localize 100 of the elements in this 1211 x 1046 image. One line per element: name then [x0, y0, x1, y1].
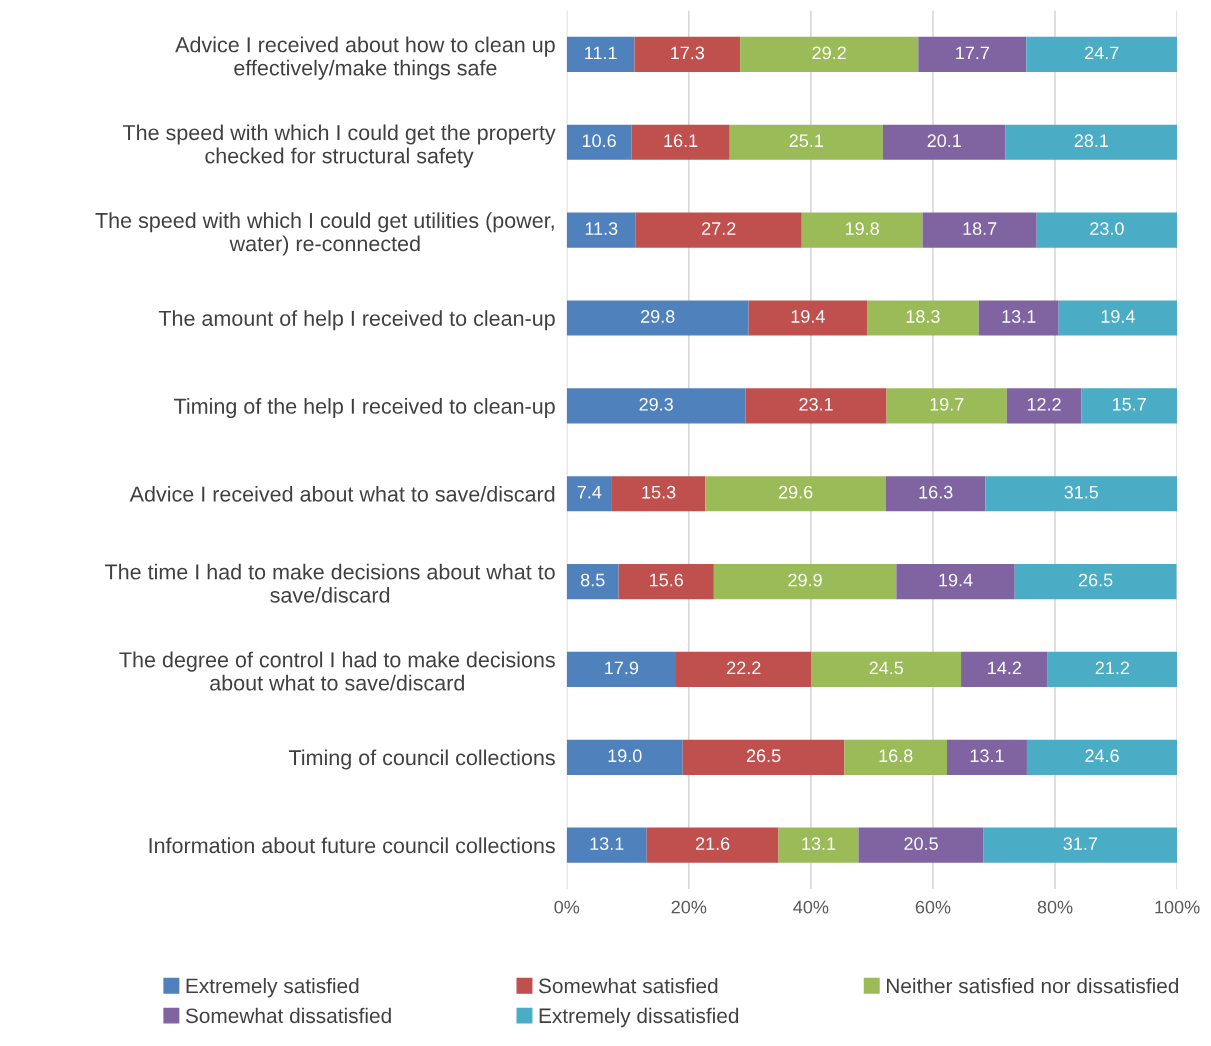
data-label: 26.5 [746, 749, 781, 763]
bar [961, 651, 1048, 688]
bar [1081, 388, 1178, 424]
data-label: 19.4 [791, 310, 825, 323]
bar [978, 300, 1059, 336]
data-label: 23.1 [799, 397, 833, 411]
bar [566, 827, 647, 863]
bar [566, 36, 635, 72]
bar [1047, 651, 1178, 688]
data-label: 25.1 [789, 134, 823, 148]
bar [801, 212, 923, 248]
bar [631, 124, 730, 160]
data-label: 17.9 [605, 661, 639, 675]
data-label: 15.7 [1112, 398, 1146, 411]
data-label: 19.4 [939, 573, 973, 587]
bar [566, 212, 636, 248]
bar [618, 564, 714, 600]
data-label: 15.3 [642, 485, 676, 499]
bar [566, 388, 746, 424]
bar [566, 739, 683, 775]
bar [985, 476, 1178, 512]
legend-label: Extremely dissatisfied [539, 1007, 739, 1028]
bar [922, 212, 1037, 248]
bar [1005, 124, 1178, 160]
x-tick-label: 100% [1155, 900, 1200, 914]
data-label: 11.3 [585, 222, 618, 235]
y-tick-label: Information about future council collections [149, 837, 555, 854]
data-label: 13.1 [1002, 310, 1036, 323]
data-label: 19.7 [930, 397, 964, 411]
data-label: 26.5 [1078, 573, 1113, 587]
data-label: 15.6 [650, 573, 684, 587]
data-label: 10.6 [582, 134, 616, 148]
bar [745, 388, 887, 424]
y-tick-label: The speed with which I could get utilities (power, water) re-connected [95, 212, 554, 256]
data-label: 29.8 [641, 310, 675, 323]
bar [713, 564, 897, 600]
bar [778, 827, 859, 863]
data-label: 20.5 [904, 837, 938, 851]
data-label: 13.1 [970, 749, 1004, 763]
bar [566, 300, 749, 336]
y-tick-label: The speed with which I could get the property checked for structural safety [122, 124, 556, 168]
bar [676, 651, 812, 688]
data-label: 14.2 [988, 661, 1022, 675]
data-label: 21.2 [1095, 661, 1130, 675]
data-label: 7.4 [577, 485, 602, 499]
data-label: 17.3 [671, 46, 705, 60]
data-label: 22.2 [727, 661, 761, 675]
data-label: 29.3 [639, 397, 673, 411]
data-label: 20.1 [927, 134, 961, 148]
data-label: 16.1 [664, 134, 698, 148]
bar [635, 212, 802, 248]
bar [1058, 300, 1178, 336]
data-label: 17.7 [956, 46, 989, 60]
bar [705, 476, 886, 512]
bar [566, 124, 632, 160]
bar [885, 476, 986, 512]
y-tick-label: The degree of control I had to make decisions about what to save/discard [119, 651, 555, 691]
x-tick-label: 40% [793, 900, 829, 914]
bar [566, 651, 676, 688]
data-label: 19.0 [608, 749, 642, 763]
data-label: 23.0 [1090, 222, 1124, 235]
y-tick-label: Timing of council collections [288, 749, 555, 770]
data-label: 21.6 [695, 837, 730, 851]
bar [682, 739, 845, 775]
bar [748, 300, 868, 336]
bar [1036, 212, 1178, 248]
y-tick-label: Advice I received about what to save/discard [129, 485, 555, 502]
bar [844, 739, 947, 775]
bar [566, 476, 612, 512]
y-tick-label: Advice I received about how to clean up effectively/make things safe [175, 36, 555, 80]
y-tick-label: Timing of the help I received to clean-up [174, 398, 555, 419]
data-label: 27.2 [702, 222, 736, 235]
bar [882, 124, 1006, 160]
data-label: 29.2 [812, 46, 846, 60]
legend-label: Neither satisfied nor dissatisfied [886, 977, 1179, 994]
bar [858, 827, 984, 863]
data-label: 11.1 [585, 46, 617, 60]
bar [729, 124, 883, 160]
data-label: 13.1 [590, 837, 624, 851]
data-label: 29.6 [778, 485, 813, 499]
data-label: 13.1 [802, 837, 836, 851]
bar [1026, 739, 1178, 775]
data-label: 18.7 [963, 222, 997, 235]
bar [811, 651, 962, 688]
data-label: 16.8 [879, 749, 913, 763]
legend-label: Somewhat dissatisfied [185, 1007, 391, 1024]
data-label: 24.7 [1085, 46, 1119, 60]
data-label: 18.3 [906, 310, 940, 323]
bar [1006, 388, 1082, 424]
x-tick-label: 0% [554, 900, 580, 914]
bar [1014, 564, 1177, 600]
bar [867, 300, 979, 336]
bar [740, 36, 919, 72]
legend-label: Somewhat satisfied [538, 977, 718, 994]
data-label: 16.3 [919, 485, 953, 499]
data-label: 8.5 [580, 573, 605, 587]
bar [566, 564, 619, 600]
bar [1026, 36, 1178, 72]
bar [611, 476, 706, 512]
bar [646, 827, 779, 863]
